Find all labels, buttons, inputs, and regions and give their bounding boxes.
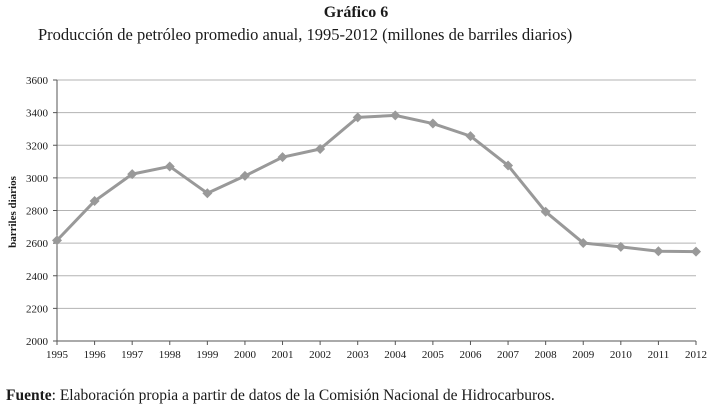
data-point [89,196,100,207]
x-tick-label: 2007 [497,349,520,361]
x-tick-label: 1998 [159,349,182,361]
x-tick-label: 2010 [610,349,633,361]
y-tick-label: 2200 [26,303,49,315]
data-point [540,206,551,217]
y-tick-label: 3600 [26,75,49,87]
y-tick-label: 3400 [26,108,49,120]
data-point [164,161,175,172]
figure-title: Producción de petróleo promedio anual, 1… [38,25,573,44]
data-point [615,241,626,252]
data-point [127,169,138,180]
x-tick-label: 2002 [309,349,331,361]
x-tick-label: 2006 [459,349,482,361]
x-tick-label: 1996 [84,349,107,361]
line-chart: 2000 2200 2400 2600 2800 3000 3200 3400 3600 199… [7,75,707,361]
x-tick-label: 2004 [384,349,407,361]
x-tick-labels: 1995 1996 1997 1998 1999 2000 2001 2002 2003 2004… [46,341,707,361]
data-point [503,160,514,171]
x-tick-label: 2001 [272,349,294,361]
data-point [390,110,401,121]
x-tick-label: 2012 [685,349,707,361]
y-axis-label: barriles diarios [7,175,19,248]
data-point [202,188,213,199]
x-tick-label: 2000 [234,349,257,361]
data-point [239,170,250,181]
x-tick-label: 2011 [648,349,670,361]
y-tick-label: 2800 [26,206,49,218]
data-point [352,112,363,123]
figure-number: Gráfico 6 [323,4,389,21]
grid-lines [57,79,696,309]
x-tick-label: 1995 [46,349,69,361]
data-point [465,131,476,142]
y-tick-label: 3200 [26,140,49,152]
y-tick-labels: 2000 2200 2400 2600 2800 3000 3200 3400 3600 [26,75,57,348]
data-point [653,246,664,257]
source-text: : Elaboración propia a partir de datos d… [51,387,555,404]
data-point [427,118,438,129]
data-point [315,144,326,155]
series-group [52,110,701,257]
x-tick-label: 2005 [422,349,445,361]
y-tick-label: 2600 [26,238,49,250]
data-point [578,237,589,248]
series-line [55,113,697,254]
x-tick-label: 2008 [535,349,558,361]
source-label: Fuente [6,387,52,404]
x-tick-label: 1999 [196,349,219,361]
y-tick-label: 3000 [26,173,49,185]
x-tick-label: 2009 [572,349,595,361]
data-point [52,235,62,246]
source-note: Fuente: Elaboración propia a partir de d… [6,387,706,405]
y-tick-label: 2000 [26,336,49,348]
x-tick-label: 2003 [347,349,370,361]
data-point [691,246,701,257]
x-tick-label: 1997 [121,349,144,361]
y-tick-label: 2400 [26,271,49,283]
data-point [277,152,288,163]
